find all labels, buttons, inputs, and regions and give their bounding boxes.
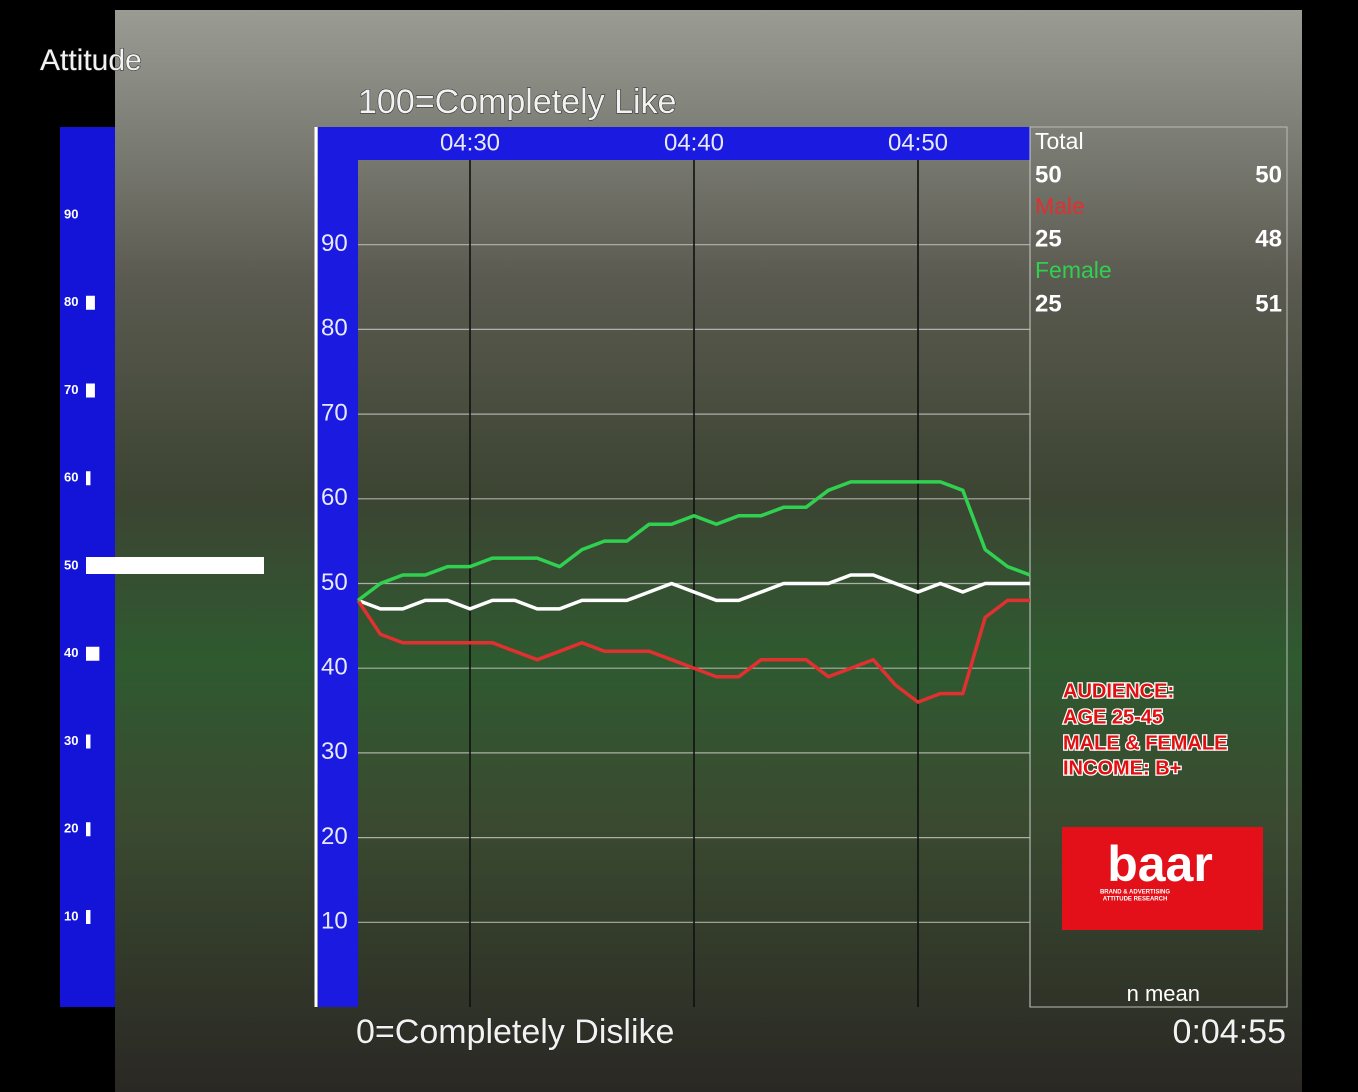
page: {"title":"Attitude", "chart_data":[ {"ty… xyxy=(0,0,1358,1092)
legend-entry: Total xyxy=(1035,128,1084,154)
logo-tagline: ATTITUDE RESEARCH xyxy=(1103,897,1168,903)
logo-tagline: BRAND & ADVERTISING xyxy=(1100,890,1170,896)
stat-n: 25 xyxy=(1035,290,1062,317)
level-label: 50 xyxy=(64,557,78,572)
level-label: 30 xyxy=(64,733,78,748)
stats-header: n mean xyxy=(1127,981,1200,1006)
audience-line: AGE 25-45 xyxy=(1063,706,1163,728)
x-tick-label: 04:30 xyxy=(440,129,500,156)
level-label: 90 xyxy=(64,206,78,221)
level-label: 70 xyxy=(64,382,78,397)
level-bar xyxy=(86,384,95,398)
y-axis-band xyxy=(318,127,358,1007)
level-bar xyxy=(86,296,95,310)
logo-name: baar xyxy=(1107,836,1213,892)
y-tick-label: 30 xyxy=(321,738,348,765)
bottom-annotation: 0=Completely Dislike xyxy=(356,1013,674,1051)
y-tick-label: 40 xyxy=(321,654,348,681)
legend-entry: Female xyxy=(1035,257,1112,283)
level-label: 80 xyxy=(64,294,78,309)
y-tick-label: 50 xyxy=(321,569,348,596)
level-bar xyxy=(86,471,90,485)
stat-mean: 50 xyxy=(1255,161,1282,188)
y-tick-label: 90 xyxy=(321,230,348,257)
level-label: 10 xyxy=(64,908,78,923)
x-tick-label: 04:40 xyxy=(664,129,724,156)
y-tick-label: 70 xyxy=(321,399,348,426)
level-bar xyxy=(86,822,90,836)
level-label: 20 xyxy=(64,821,78,836)
level-bar xyxy=(86,557,264,574)
y-tick-label: 60 xyxy=(321,484,348,511)
stat-mean: 48 xyxy=(1255,225,1282,252)
stat-n: 50 xyxy=(1035,161,1062,188)
y-tick-label: 80 xyxy=(321,315,348,342)
level-label: 60 xyxy=(64,470,78,485)
screen: Attitude 100=Completely Like 0=Completel… xyxy=(0,0,1358,1092)
level-label: 40 xyxy=(64,645,78,660)
legend-entry: Male xyxy=(1035,193,1085,219)
level-bar xyxy=(86,910,90,924)
x-tick-label: 04:50 xyxy=(888,129,948,156)
audience-line: AUDIENCE: xyxy=(1063,680,1174,702)
timecode: 0:04:55 xyxy=(1173,1013,1286,1051)
level-bar xyxy=(86,735,90,749)
top-annotation: 100=Completely Like xyxy=(358,83,676,121)
title: Attitude xyxy=(40,44,142,77)
audience-line: INCOME: B+ xyxy=(1063,757,1181,779)
audience-line: MALE & FEMALE xyxy=(1063,732,1227,754)
stat-mean: 51 xyxy=(1255,290,1282,317)
y-tick-label: 20 xyxy=(321,823,348,850)
stat-n: 25 xyxy=(1035,225,1062,252)
level-bar xyxy=(86,647,99,661)
y-tick-label: 10 xyxy=(321,908,348,935)
